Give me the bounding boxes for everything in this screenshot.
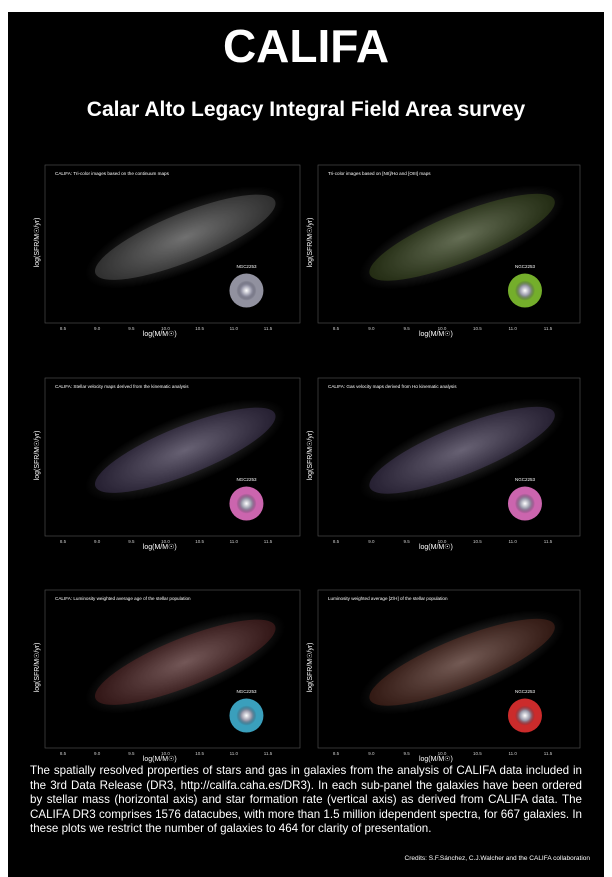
- x-tick-label: 8.5: [60, 539, 67, 544]
- y-axis-label: log(SFR/M☉/yr): [306, 642, 314, 692]
- panel: Luminosity weighted average [Z/H] of the…: [306, 589, 580, 763]
- panel-title: Luminosity weighted average [Z/H] of the…: [328, 596, 448, 601]
- panel-title: CALIFA: Tri-color images based on the co…: [55, 171, 170, 176]
- x-tick-label: 10.5: [195, 751, 204, 756]
- x-axis-label: log(M/M☉): [419, 330, 453, 338]
- y-axis-label: log(SFR/M☉/yr): [306, 430, 314, 480]
- x-tick-label: 9.0: [94, 751, 101, 756]
- poster-graphics: CALIFA Calar Alto Legacy Integral Field …: [0, 0, 612, 877]
- x-tick-label: 9.0: [368, 539, 375, 544]
- x-tick-label: 10.5: [195, 539, 204, 544]
- x-axis-label: log(M/M☉): [419, 755, 453, 763]
- x-tick-label: 9.0: [368, 326, 375, 331]
- galaxy-label: NGC2253: [515, 264, 536, 269]
- x-tick-label: 11.5: [544, 751, 553, 756]
- panel-title: CALIFA: Gas velocity maps derived from H…: [328, 384, 457, 389]
- galaxy-core: [236, 706, 256, 726]
- galaxy-label: NGC2253: [515, 477, 536, 482]
- panel-title: Tri-color images based on [NII]/Hα and […: [328, 171, 431, 176]
- x-tick-label: 11.5: [264, 751, 273, 756]
- x-tick-label: 8.5: [333, 751, 340, 756]
- subtitle: Calar Alto Legacy Integral Field Area su…: [87, 98, 526, 121]
- x-tick-label: 11.0: [508, 326, 517, 331]
- galaxy-label: NGC2253: [236, 689, 257, 694]
- x-tick-label: 10.5: [473, 326, 482, 331]
- galaxy-core: [515, 494, 535, 514]
- x-axis-label: log(M/M☉): [419, 543, 453, 551]
- panel: CALIFA: Gas velocity maps derived from H…: [306, 377, 580, 551]
- x-tick-label: 8.5: [333, 326, 340, 331]
- x-tick-label: 9.0: [368, 751, 375, 756]
- x-tick-label: 9.0: [94, 539, 101, 544]
- x-tick-label: 9.5: [404, 539, 411, 544]
- x-tick-label: 9.5: [404, 326, 411, 331]
- panel: CALIFA: Luminosity weighted average age …: [33, 590, 300, 763]
- x-tick-label: 10.5: [195, 326, 204, 331]
- galaxy-core: [515, 281, 535, 301]
- x-tick-label: 11.0: [230, 539, 239, 544]
- x-axis-label: log(M/M☉): [143, 330, 177, 338]
- panel-title: CALIFA: Luminosity weighted average age …: [55, 596, 191, 601]
- panel-title: CALIFA: Stellar velocity maps derived fr…: [55, 384, 189, 389]
- panel: CALIFA: Tri-color images based on the co…: [33, 165, 300, 338]
- x-tick-label: 11.0: [508, 539, 517, 544]
- galaxy-label: NGC2253: [236, 264, 257, 269]
- galaxy-core: [236, 281, 256, 301]
- panel: Tri-color images based on [NII]/Hα and […: [306, 164, 580, 338]
- x-tick-label: 8.5: [333, 539, 340, 544]
- x-tick-label: 10.5: [473, 539, 482, 544]
- x-tick-label: 9.5: [128, 326, 135, 331]
- x-tick-label: 11.5: [544, 539, 553, 544]
- title: CALIFA: [223, 20, 389, 72]
- x-tick-label: 9.5: [128, 539, 135, 544]
- x-axis-label: log(M/M☉): [143, 755, 177, 763]
- x-tick-label: 9.0: [94, 326, 101, 331]
- y-axis-label: log(SFR/M☉/yr): [306, 217, 314, 267]
- x-tick-label: 8.5: [60, 326, 67, 331]
- x-tick-label: 11.5: [264, 539, 273, 544]
- x-tick-label: 11.5: [544, 326, 553, 331]
- x-tick-label: 11.0: [508, 751, 517, 756]
- x-tick-label: 9.5: [404, 751, 411, 756]
- galaxy-core: [515, 706, 535, 726]
- x-tick-label: 9.5: [128, 751, 135, 756]
- body-text: The spatially resolved properties of sta…: [30, 764, 582, 837]
- x-axis-label: log(M/M☉): [143, 543, 177, 551]
- x-tick-label: 11.0: [230, 751, 239, 756]
- galaxy-label: NGC2253: [515, 689, 536, 694]
- panel: CALIFA: Stellar velocity maps derived fr…: [33, 378, 300, 551]
- x-tick-label: 10.5: [473, 751, 482, 756]
- page: CALIFA Calar Alto Legacy Integral Field …: [0, 0, 612, 877]
- y-axis-label: log(SFR/M☉/yr): [33, 430, 41, 480]
- x-tick-label: 11.5: [264, 326, 273, 331]
- credits: Credits: S.F.Sánchez, C.J.Walcher and th…: [405, 855, 590, 862]
- x-tick-label: 11.0: [230, 326, 239, 331]
- y-axis-label: log(SFR/M☉/yr): [33, 642, 41, 692]
- galaxy-core: [236, 494, 256, 514]
- y-axis-label: log(SFR/M☉/yr): [33, 217, 41, 267]
- x-tick-label: 8.5: [60, 751, 67, 756]
- galaxy-label: NGC2253: [236, 477, 257, 482]
